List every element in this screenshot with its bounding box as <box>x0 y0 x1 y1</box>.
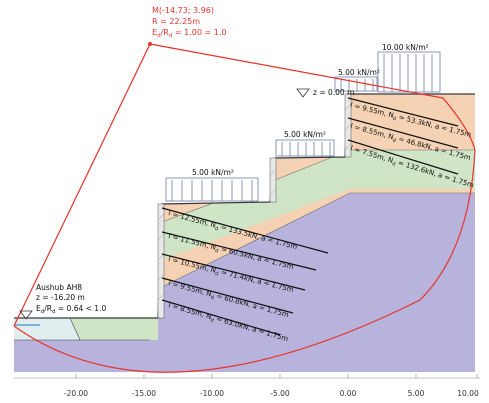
load-box-1 <box>377 51 441 93</box>
load-label-4: 5.00 kN/m² <box>192 168 234 177</box>
failure-circle-arc <box>13 149 476 373</box>
load-arrows-4 <box>171 180 253 201</box>
circle-ratio-label: Ed/Rd = 1.00 = 1.0 <box>152 28 226 39</box>
anchor-line-3 <box>347 139 459 175</box>
x-axis: -20.00 -15.00 -10.00 -5.00 0.00 5.00 10.… <box>14 374 480 398</box>
failure-mechanism <box>13 43 476 373</box>
ground-level-label: z = 0.00 m <box>313 88 354 97</box>
circle-center-label: M(-14.73; 3.96) <box>152 6 214 15</box>
x-tick-label: -20.00 <box>64 389 88 398</box>
load-box-3 <box>275 139 335 157</box>
anchor-line-2 <box>347 117 459 149</box>
pit-water <box>14 318 80 340</box>
load-arrows-3 <box>281 142 331 156</box>
wall-upper <box>344 93 352 158</box>
wall-lower <box>157 203 165 319</box>
excavation-level-icon <box>19 310 33 320</box>
wall-middle <box>269 157 277 203</box>
layer-fill-purple-base <box>14 340 475 372</box>
anchor-line-1 <box>347 97 459 127</box>
x-tick-label: -5.00 <box>270 389 290 398</box>
pit-edge <box>69 317 81 341</box>
anchor-line-6 <box>161 253 306 291</box>
x-tick-label: 0.00 <box>340 389 357 398</box>
excavation-ratio: Ed/Rd = 0.64 < 1.0 <box>36 304 106 315</box>
x-tick-label: -15.00 <box>132 389 156 398</box>
anchor-line-5 <box>161 231 317 271</box>
anchor-line-7 <box>161 277 294 314</box>
anchor-line-8 <box>161 299 281 336</box>
load-label-2: 5.00 kN/m² <box>338 68 380 77</box>
failure-arc-top <box>442 97 476 151</box>
anchor-line-4 <box>161 207 329 254</box>
circle-radius-label: R = 22.25m <box>152 17 200 26</box>
excavation-title: Aushub AH8 <box>36 283 82 292</box>
x-tick-label: 10.00 <box>457 389 479 398</box>
x-tick-label: -10.00 <box>200 389 224 398</box>
anchor-lines <box>161 97 459 336</box>
x-tick-label: 5.00 <box>408 389 425 398</box>
excavation-pit <box>14 317 158 341</box>
circle-center-point <box>148 42 152 46</box>
wall-hatching <box>157 93 352 319</box>
excavation-depth: z = -16.20 m <box>36 293 85 302</box>
radius-right <box>149 43 444 99</box>
radius-left <box>13 43 151 327</box>
load-label-3: 5.00 kN/m² <box>284 130 326 139</box>
load-label-1: 10.00 kN/m² <box>382 43 429 52</box>
ground-level-icon <box>296 88 310 98</box>
load-arrows-1 <box>383 54 433 92</box>
